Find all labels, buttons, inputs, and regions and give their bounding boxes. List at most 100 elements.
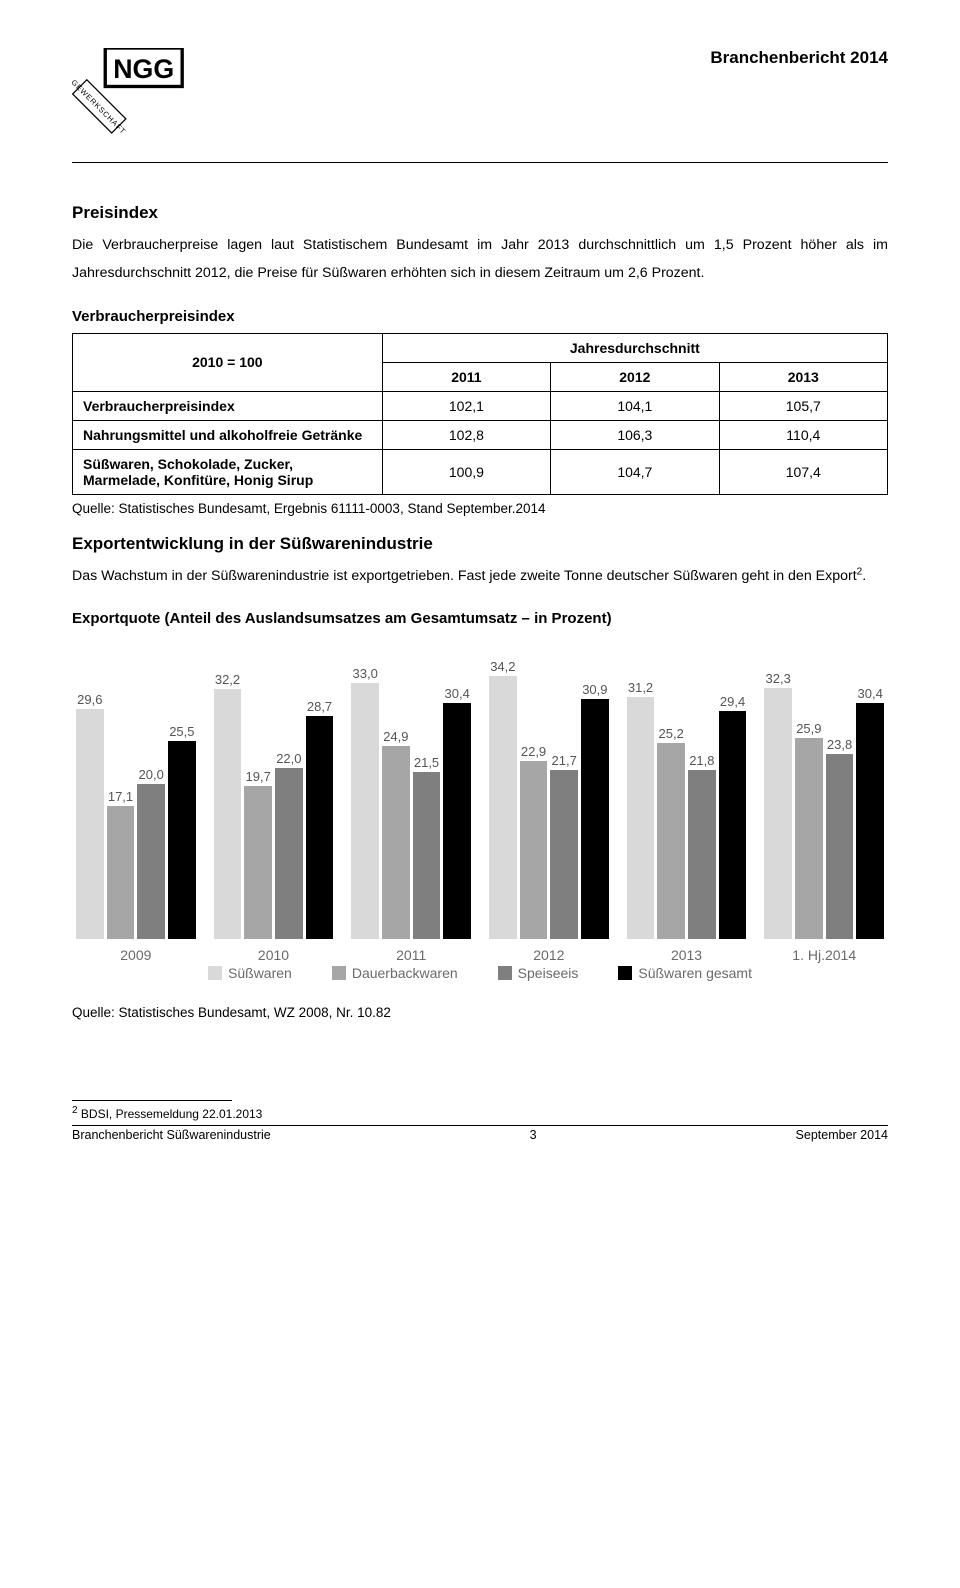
- bar: [244, 786, 272, 939]
- bar-group: 31,2 25,2 21,8 29,4: [627, 659, 747, 939]
- bar: [168, 741, 196, 939]
- cell: 106,3: [551, 420, 719, 449]
- bar: [719, 711, 747, 940]
- bar-wrap: 30,4: [856, 659, 884, 939]
- bar-value-label: 29,4: [720, 694, 745, 709]
- bar-wrap: 30,9: [581, 659, 609, 939]
- footer-left: Branchenbericht Süßwarenindustrie: [72, 1128, 271, 1142]
- legend-swatch: [332, 966, 346, 980]
- x-axis-label: 2011: [351, 947, 471, 963]
- bar-value-label: 34,2: [490, 659, 515, 674]
- footer-center: 3: [530, 1128, 537, 1142]
- col-2013: 2013: [719, 362, 887, 391]
- col-2011: 2011: [382, 362, 550, 391]
- bar-value-label: 30,4: [858, 686, 883, 701]
- bar: [520, 761, 548, 939]
- export-heading: Exportentwicklung in der Süßwarenindustr…: [72, 534, 888, 554]
- bar-value-label: 17,1: [108, 789, 133, 804]
- bar: [627, 697, 655, 940]
- legend-item: Süßwaren gesamt: [618, 965, 752, 981]
- legend-swatch: [498, 966, 512, 980]
- x-axis-label: 2009: [76, 947, 196, 963]
- doc-title: Branchenbericht 2014: [710, 48, 888, 68]
- cell: 100,9: [382, 449, 550, 494]
- bar-wrap: 24,9: [382, 659, 410, 939]
- bar: [550, 770, 578, 939]
- bar-value-label: 23,8: [827, 737, 852, 752]
- footnote-separator: [72, 1100, 232, 1101]
- table-corner: 2010 = 100: [73, 333, 383, 391]
- bar: [214, 689, 242, 939]
- footnote: 2 BDSI, Pressemeldung 22.01.2013: [72, 1105, 888, 1121]
- cell: 102,1: [382, 391, 550, 420]
- bar-wrap: 31,2: [627, 659, 655, 939]
- bar-wrap: 21,5: [413, 659, 441, 939]
- bar-value-label: 29,6: [77, 692, 102, 707]
- page-footer: Branchenbericht Süßwarenindustrie 3 Sept…: [72, 1125, 888, 1142]
- bar: [856, 703, 884, 939]
- bar-wrap: 25,2: [657, 659, 685, 939]
- bar-value-label: 30,4: [445, 686, 470, 701]
- span-header: Jahresdurchschnitt: [382, 333, 887, 362]
- bar-wrap: 21,7: [550, 659, 578, 939]
- bar: [107, 806, 135, 939]
- bar-wrap: 29,6: [76, 659, 104, 939]
- vpi-title: Verbraucherpreisindex: [72, 308, 888, 325]
- bar-value-label: 25,9: [796, 721, 821, 736]
- bar-group: 32,2 19,7 22,0 28,7: [214, 659, 334, 939]
- bar-value-label: 21,8: [689, 753, 714, 768]
- bar-value-label: 19,7: [246, 769, 271, 784]
- bar: [351, 683, 379, 940]
- bar-wrap: 21,8: [688, 659, 716, 939]
- bar-wrap: 32,2: [214, 659, 242, 939]
- vpi-table: 2010 = 100 Jahresdurchschnitt 2011 2012 …: [72, 333, 888, 495]
- cell: 105,7: [719, 391, 887, 420]
- bar-wrap: 34,2: [489, 659, 517, 939]
- footer-right: September 2014: [796, 1128, 888, 1142]
- row-label: Verbraucherpreisindex: [73, 391, 383, 420]
- export-paragraph: Das Wachstum in der Süßwarenindustrie is…: [72, 562, 888, 590]
- legend-swatch: [618, 966, 632, 980]
- bar-wrap: 25,5: [168, 659, 196, 939]
- x-axis-label: 2010: [214, 947, 334, 963]
- bar-value-label: 25,2: [659, 726, 684, 741]
- bar-value-label: 31,2: [628, 680, 653, 695]
- bar-value-label: 22,9: [521, 744, 546, 759]
- bar-wrap: 22,9: [520, 659, 548, 939]
- bar: [137, 784, 165, 940]
- bar: [795, 738, 823, 939]
- bar-wrap: 30,4: [443, 659, 471, 939]
- bar-group: 29,617,120,025,5: [76, 659, 196, 939]
- export-para-before: Das Wachstum in der Süßwarenindustrie is…: [72, 568, 857, 584]
- export-para-after: .: [862, 568, 866, 584]
- ngg-logo: NGG GEWERKSCHAFT: [72, 48, 192, 144]
- page-header: NGG GEWERKSCHAFT Branchenbericht 2014: [72, 48, 888, 163]
- col-2012: 2012: [551, 362, 719, 391]
- bar-wrap: 19,7: [244, 659, 272, 939]
- bar-value-label: 33,0: [353, 666, 378, 681]
- bar: [382, 746, 410, 940]
- bar-wrap: 23,8: [826, 659, 854, 939]
- row-label: Nahrungsmittel und alkoholfreie Getränke: [73, 420, 383, 449]
- bar: [306, 716, 334, 939]
- bar: [489, 676, 517, 939]
- bar: [76, 709, 104, 939]
- bar: [413, 772, 441, 939]
- bar-value-label: 22,0: [276, 751, 301, 766]
- bar-value-label: 32,2: [215, 672, 240, 687]
- cell: 104,1: [551, 391, 719, 420]
- bar-group: 34,2 22,9 21,730,9: [489, 659, 609, 939]
- bar: [581, 699, 609, 939]
- preisindex-heading: Preisindex: [72, 203, 888, 223]
- bar-value-label: 28,7: [307, 699, 332, 714]
- legend-swatch: [208, 966, 222, 980]
- bar-wrap: 22,0: [275, 659, 303, 939]
- legend-label: Speiseeis: [518, 965, 579, 981]
- bar-wrap: 29,4: [719, 659, 747, 939]
- bar-wrap: 33,0: [351, 659, 379, 939]
- bar-value-label: 21,5: [414, 755, 439, 770]
- cell: 107,4: [719, 449, 887, 494]
- legend-label: Süßwaren: [228, 965, 292, 981]
- bar-value-label: 24,9: [383, 729, 408, 744]
- footnote-text: BDSI, Pressemeldung 22.01.2013: [78, 1107, 263, 1121]
